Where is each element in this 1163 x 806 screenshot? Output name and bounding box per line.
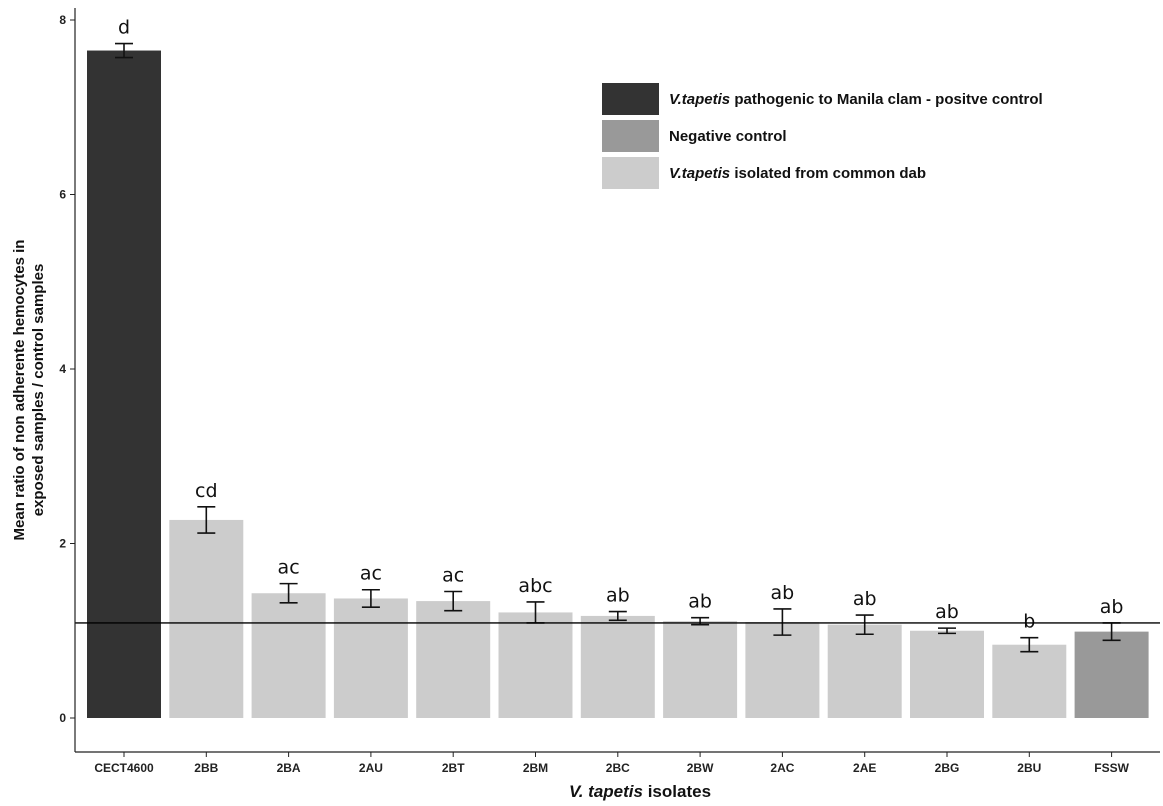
bars bbox=[87, 50, 1149, 719]
bar-2AC bbox=[745, 622, 820, 718]
bar-2BG bbox=[910, 630, 984, 718]
x-tick-label-2BG: 2BG bbox=[935, 761, 960, 775]
x-tick-label-2BA: 2BA bbox=[277, 761, 301, 775]
significance-label-2BA: ac bbox=[278, 557, 300, 579]
bar-CECT4600 bbox=[87, 50, 161, 719]
x-tick-label-2AE: 2AE bbox=[853, 761, 876, 775]
y-tick-label-4: 4 bbox=[59, 362, 66, 376]
significance-label-2BM: abc bbox=[518, 575, 552, 597]
bar-2AE bbox=[827, 624, 902, 718]
y-tick-label-0: 0 bbox=[59, 711, 66, 725]
x-tick-label-2BT: 2BT bbox=[442, 761, 465, 775]
x-tick-label-2BC: 2BC bbox=[606, 761, 630, 775]
x-tick-label-2BW: 2BW bbox=[687, 761, 714, 775]
x-tick-label-2AU: 2AU bbox=[359, 761, 383, 775]
x-tick-label-2BB: 2BB bbox=[194, 761, 218, 775]
y-tick-label-2: 2 bbox=[59, 537, 66, 551]
x-tick-label-CECT4600: CECT4600 bbox=[94, 761, 154, 775]
bar-2BC bbox=[580, 615, 655, 718]
significance-label-2AU: ac bbox=[360, 563, 382, 585]
significance-label-2BG: ab bbox=[935, 601, 959, 623]
significance-label-2BU: b bbox=[1023, 611, 1035, 633]
significance-label-2BC: ab bbox=[606, 585, 630, 607]
legend-swatch-negative bbox=[602, 120, 659, 152]
legend-entry-negative: Negative control bbox=[602, 120, 787, 152]
errorbar-2BC bbox=[608, 610, 627, 622]
legend: V.tapetis pathogenic to Manila clam - po… bbox=[602, 83, 1043, 189]
y-tick-label-8: 8 bbox=[59, 13, 66, 27]
errorbar-CECT4600 bbox=[115, 42, 133, 59]
legend-entry-positive: V.tapetis pathogenic to Manila clam - po… bbox=[602, 83, 1043, 115]
y-tick-label-6: 6 bbox=[59, 188, 66, 202]
errorbar-2AU bbox=[361, 588, 380, 608]
x-ticks: CECT4600 2BB 2BA 2AU 2BT 2BM 2BC 2BW 2AC 2AE 2BG 2B… bbox=[94, 752, 1130, 775]
x-tick-label-FSSW: FSSW bbox=[1094, 761, 1129, 775]
errorbar-2AC bbox=[773, 608, 792, 636]
significance-label-2AE: ab bbox=[853, 588, 877, 610]
bar-2BT bbox=[416, 601, 491, 718]
significance-label-FSSW: ab bbox=[1100, 596, 1124, 618]
legend-label-negative: Negative control bbox=[669, 128, 787, 145]
bar-2AU bbox=[333, 598, 408, 718]
errorbar-2BU bbox=[1020, 636, 1039, 653]
errorbar-2BB bbox=[197, 506, 216, 534]
x-tick-label-2BU: 2BU bbox=[1017, 761, 1041, 775]
legend-label-dab: V.tapetis isolated from common dab bbox=[669, 165, 926, 182]
errorbar-2AE bbox=[855, 614, 874, 636]
legend-swatch-dab bbox=[602, 157, 659, 189]
significance-labels: d cd ac ac ac abc ab ab ab ab ab b ab bbox=[118, 17, 1123, 633]
significance-label-2AC: ab bbox=[771, 582, 795, 604]
errorbar-2BA bbox=[279, 582, 298, 604]
bar-FSSW bbox=[1074, 631, 1149, 718]
bar-2BM bbox=[498, 612, 573, 718]
significance-label-2BW: ab bbox=[688, 591, 712, 613]
significance-label-2BT: ac bbox=[442, 564, 464, 586]
y-axis-title: Mean ratio of non adherente hemocytes in… bbox=[11, 240, 47, 541]
x-tick-label-2AC: 2AC bbox=[770, 761, 794, 775]
significance-label-2BB: cd bbox=[195, 480, 218, 502]
legend-label-positive: V.tapetis pathogenic to Manila clam - po… bbox=[669, 91, 1043, 108]
legend-entry-dab: V.tapetis isolated from common dab bbox=[602, 157, 926, 189]
bar-2BA bbox=[251, 593, 326, 718]
errorbar-2BG bbox=[938, 627, 956, 635]
significance-label-CECT4600: d bbox=[118, 17, 130, 39]
bar-2BU bbox=[992, 644, 1067, 718]
errorbar-2BT bbox=[444, 590, 463, 612]
y-ticks: 0 2 4 6 8 bbox=[59, 13, 75, 725]
x-tick-label-2BM: 2BM bbox=[523, 761, 548, 775]
legend-swatch-positive bbox=[602, 83, 659, 115]
bar-2BB bbox=[169, 519, 244, 718]
x-axis-title: V. tapetis isolates bbox=[569, 782, 711, 801]
bar-2BW bbox=[663, 621, 738, 718]
